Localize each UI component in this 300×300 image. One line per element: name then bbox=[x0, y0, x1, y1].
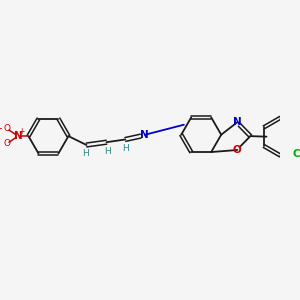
Text: N: N bbox=[140, 130, 148, 140]
Text: H: H bbox=[104, 147, 111, 156]
Text: N: N bbox=[233, 117, 242, 127]
Text: H: H bbox=[123, 144, 129, 153]
Text: +: + bbox=[18, 127, 24, 136]
Text: O: O bbox=[233, 145, 242, 155]
Text: Cl: Cl bbox=[292, 149, 300, 159]
Text: O: O bbox=[4, 124, 11, 133]
Text: H: H bbox=[82, 149, 88, 158]
Text: -: - bbox=[0, 123, 2, 133]
Text: N: N bbox=[14, 131, 22, 141]
Text: O: O bbox=[4, 140, 11, 148]
